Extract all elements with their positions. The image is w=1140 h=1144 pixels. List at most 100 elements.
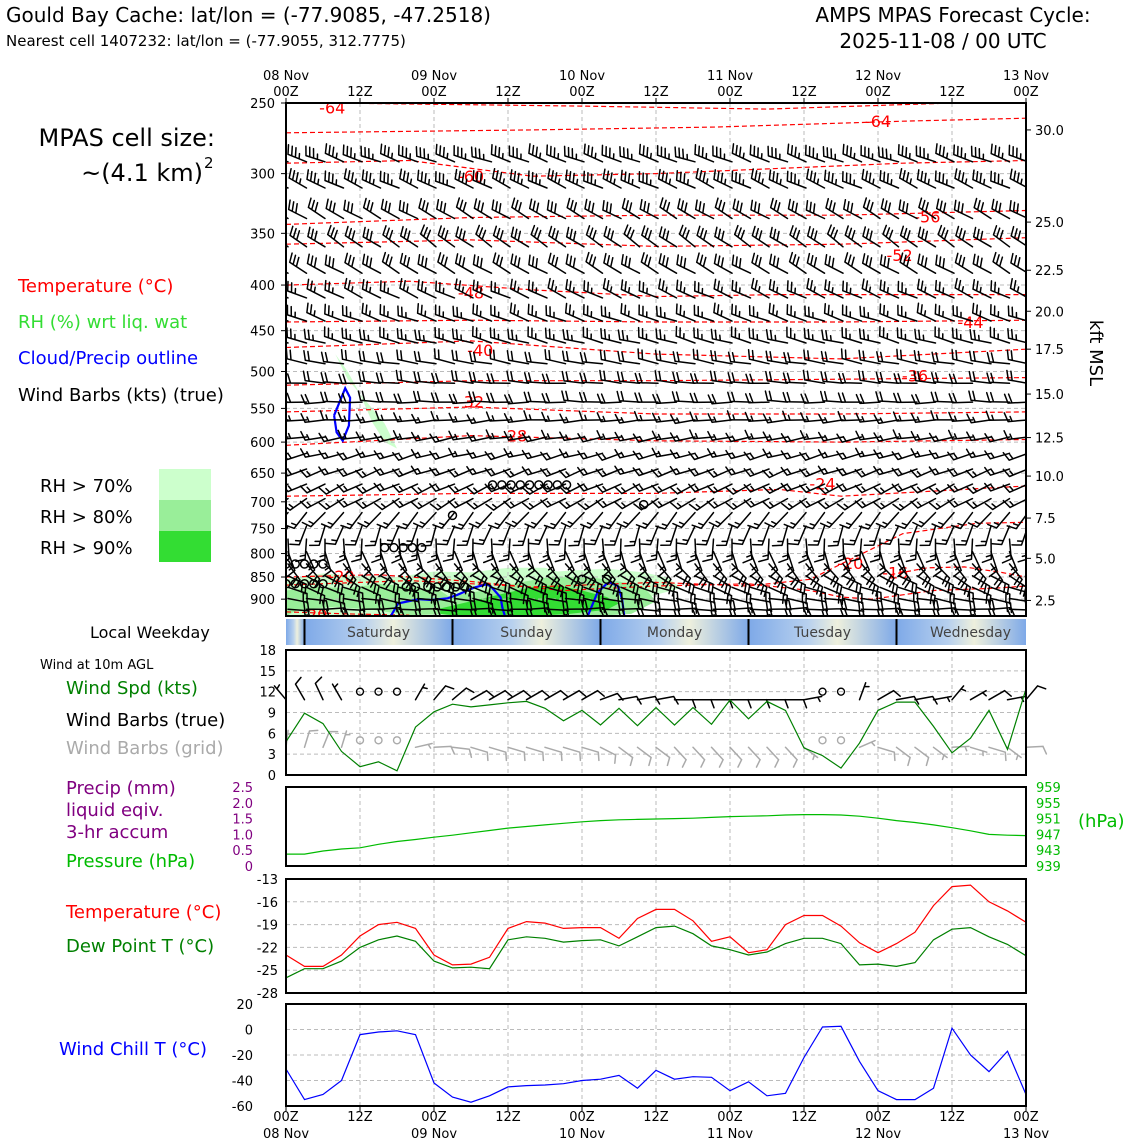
wind-barb — [630, 538, 641, 564]
wind-barb — [436, 525, 456, 546]
wind-barb — [823, 169, 844, 189]
wind-tick-label: 12 — [259, 686, 276, 701]
wind-barb — [396, 349, 419, 365]
wind-barb — [799, 497, 826, 509]
wind-barb — [836, 433, 863, 443]
wind-barb — [583, 143, 604, 163]
wind-barb — [713, 278, 733, 299]
temperature-panel: -28 -25 -22 -19 -16 -13 — [257, 873, 1027, 1002]
temp-contour — [286, 280, 1026, 298]
wind-barb — [437, 225, 456, 248]
wind-barb — [544, 327, 567, 344]
wind-barb — [382, 225, 400, 248]
calm-marker — [450, 582, 461, 592]
wind-barb — [286, 280, 308, 299]
calm-marker — [638, 499, 649, 510]
pressure-tick-label: 600 — [250, 436, 275, 451]
wind-barb — [932, 746, 948, 761]
wind-barb — [858, 328, 881, 344]
temp-tick-label: -19 — [257, 919, 278, 934]
wind-barb — [581, 746, 600, 762]
wind-barb — [934, 279, 955, 299]
wind-barb — [565, 169, 585, 189]
wind-barb — [415, 146, 437, 163]
wind-barb — [489, 348, 511, 365]
wind-barb — [620, 279, 641, 299]
wind-barb — [947, 468, 974, 477]
wind-barb — [273, 684, 287, 701]
wind-barb — [897, 304, 918, 322]
kft-tick-label: 7.5 — [1035, 512, 1056, 527]
wind-barb — [546, 144, 567, 163]
wind-barb — [429, 483, 456, 492]
wind-barb — [307, 226, 326, 248]
wind-barb — [971, 597, 996, 611]
calm-marker — [447, 510, 458, 521]
wind-barb — [666, 538, 678, 563]
wind-barb — [585, 251, 604, 274]
wind-barb — [715, 525, 733, 547]
wind-barb — [657, 608, 681, 616]
wind-barb — [558, 468, 585, 479]
wind-barb — [380, 198, 400, 220]
pressure-tick-label: 900 — [250, 593, 275, 608]
wind-barb — [454, 168, 474, 189]
bottom-time-label: 00Z — [421, 1110, 447, 1125]
wind-barb — [893, 373, 918, 385]
wind-barb — [419, 224, 437, 248]
bottom-date-label: 13 Nov — [1003, 1127, 1049, 1140]
wind-barb — [782, 372, 807, 385]
kft-tick-label: 15.0 — [1035, 388, 1064, 403]
wind-barb — [490, 575, 511, 595]
wind-barbs-grid-label: Wind Barbs (grid) — [66, 738, 224, 759]
wind-barb — [771, 525, 789, 547]
wind-barb — [934, 326, 955, 344]
wind-barb — [931, 511, 955, 529]
bottom-time-label: 12Z — [495, 1110, 521, 1125]
wind-barb — [397, 144, 419, 163]
wind-barb — [299, 483, 326, 494]
wind-barb — [639, 199, 659, 220]
wind-barb — [638, 143, 659, 163]
wind-barb — [973, 197, 992, 220]
wind-barb — [521, 466, 548, 476]
wind-barb — [750, 277, 770, 299]
wind-barb — [928, 466, 955, 476]
top-time-label: 12Z — [347, 85, 373, 100]
wind-barb — [659, 197, 678, 220]
temp-contour — [286, 406, 1026, 415]
wind-barb — [324, 303, 345, 322]
wind-barb — [373, 433, 400, 443]
wind-barb — [525, 689, 550, 701]
legend-temperature: Temperature (°C) — [17, 276, 173, 297]
wind-barb — [655, 746, 671, 767]
wind-barb — [693, 304, 715, 322]
legend-barbs: Wind Barbs (kts) (true) — [18, 385, 224, 406]
wind-barb — [604, 525, 622, 546]
wind-barb — [727, 391, 752, 403]
kft-tick-label: 2.5 — [1035, 594, 1056, 609]
wind-barb — [395, 369, 419, 385]
wind-barb — [676, 254, 696, 274]
wind-barb — [677, 198, 696, 220]
weekday-segment — [896, 619, 1026, 645]
wind-barb — [930, 372, 955, 385]
wind-barb — [722, 538, 733, 563]
wind-barb — [326, 224, 345, 248]
wind-barb — [436, 199, 456, 220]
kft-tick-label: 5.0 — [1035, 552, 1056, 567]
wind-barb — [843, 525, 863, 546]
pressure-tick-label: 450 — [250, 325, 275, 340]
wind-barb — [599, 349, 622, 365]
wind-barb — [306, 169, 326, 189]
cell-size-exponent: 2 — [204, 154, 214, 172]
rh90-swatch — [159, 531, 211, 562]
kft-tick-label: 25.0 — [1035, 216, 1064, 231]
wind-barb — [393, 393, 419, 404]
wind-barb — [869, 538, 881, 563]
wind-barb — [897, 280, 918, 299]
wind-barb — [912, 511, 937, 528]
wind-barb — [562, 689, 587, 701]
wind-barb — [397, 305, 419, 322]
